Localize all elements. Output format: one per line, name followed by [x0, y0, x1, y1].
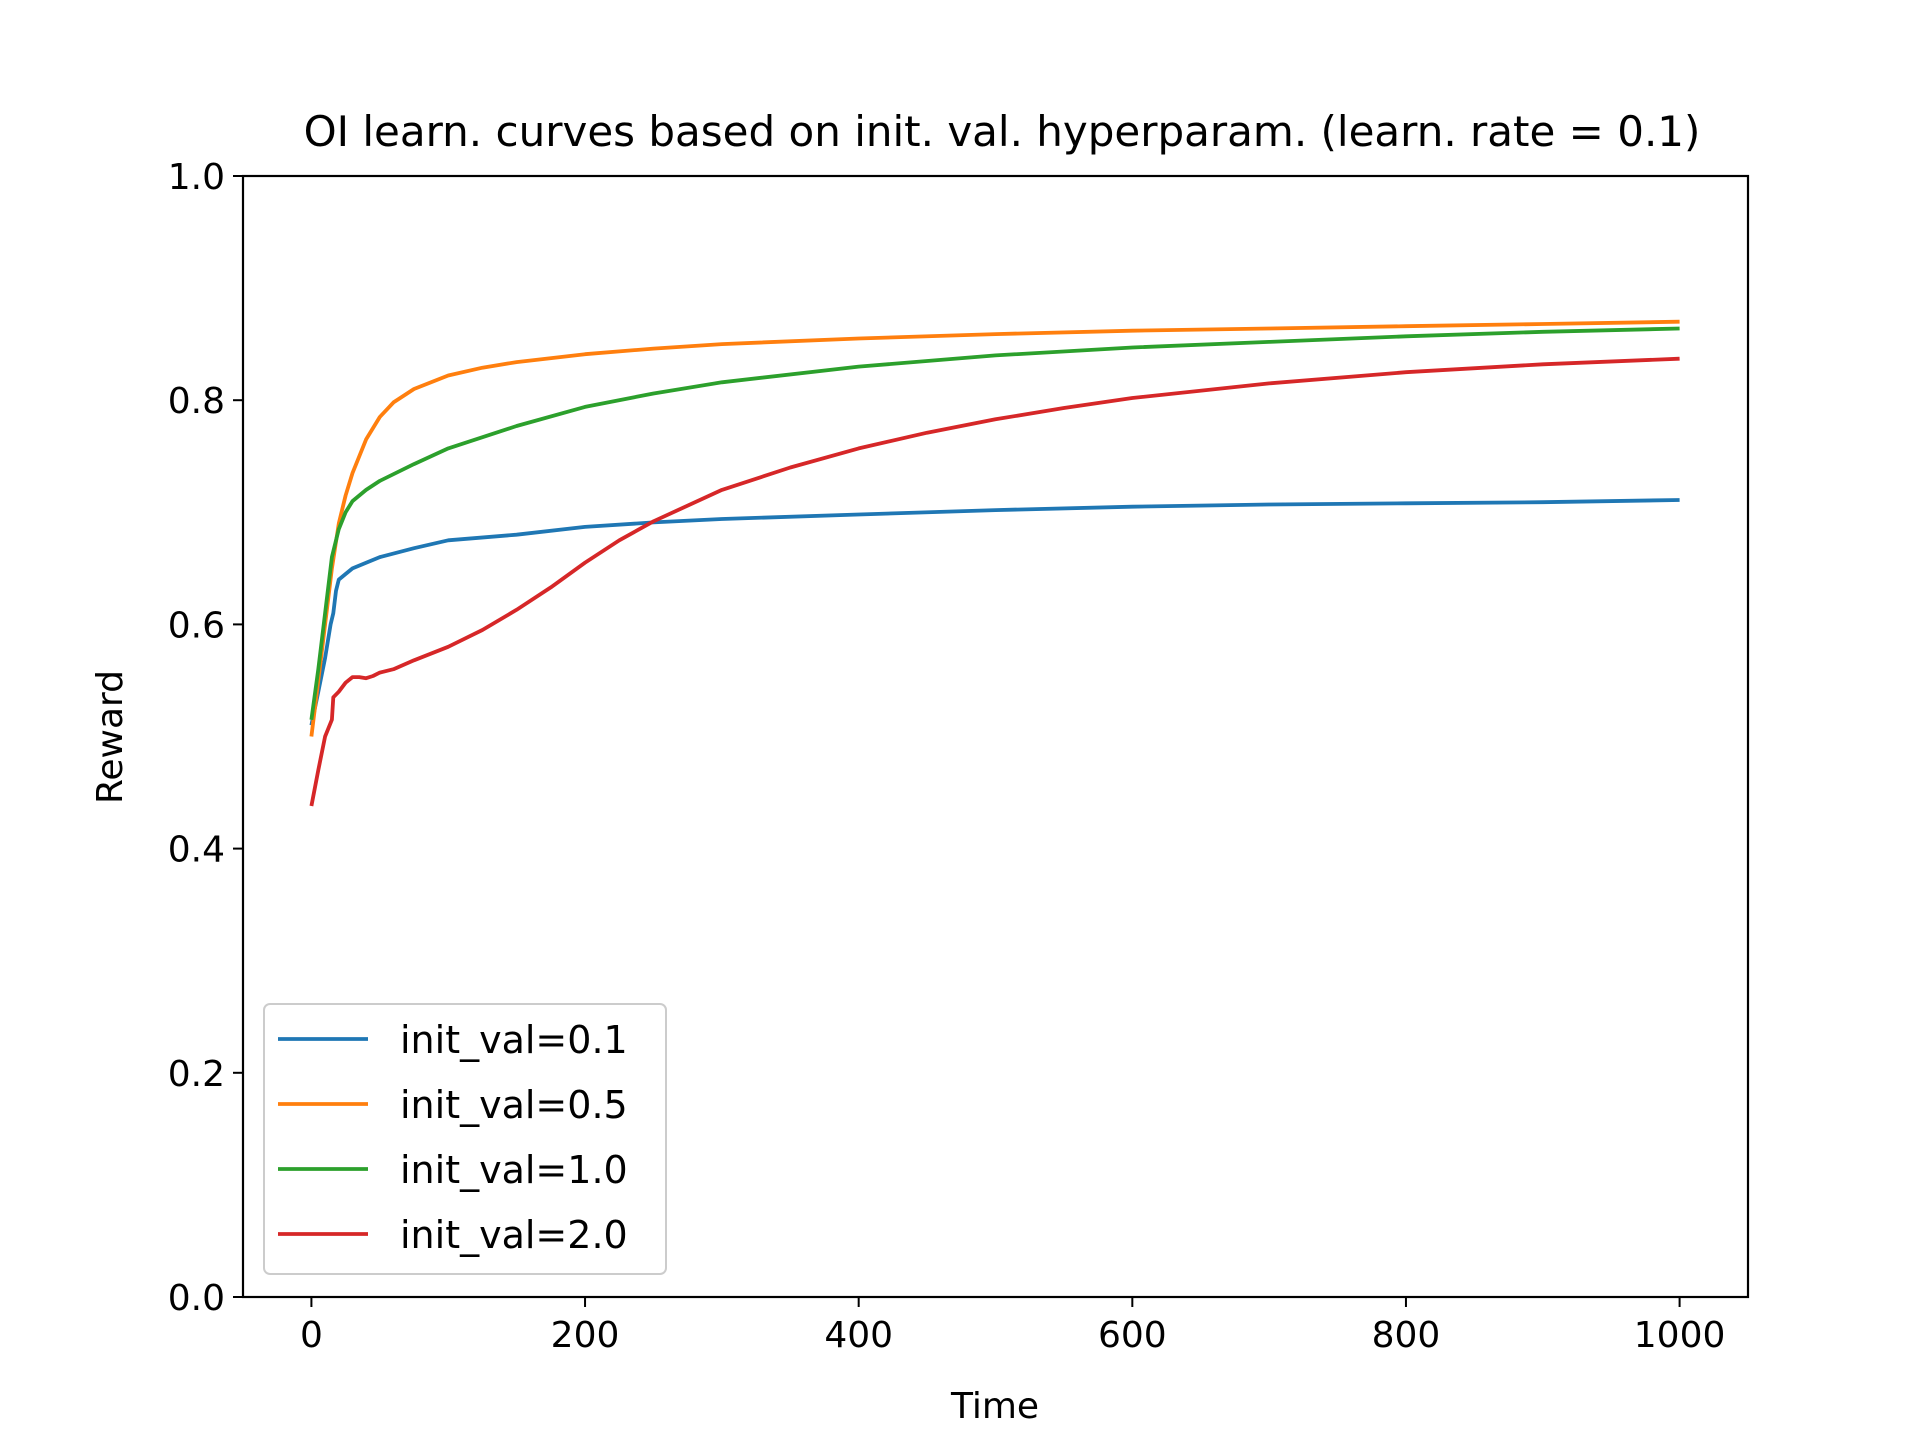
y-tick-label: 0.2 — [168, 1054, 225, 1095]
x-tick-label: 1000 — [1634, 1315, 1726, 1356]
legend-box — [263, 1003, 667, 1275]
y-tick-label: 0.6 — [168, 605, 225, 646]
legend-label: init_val=2.0 — [400, 1213, 628, 1257]
y-tick-label: 0.0 — [168, 1278, 225, 1319]
y-tick-label: 0.4 — [168, 830, 225, 871]
legend-label: init_val=1.0 — [400, 1148, 628, 1192]
chart-title: OI learn. curves based on init. val. hyp… — [304, 107, 1701, 156]
legend: init_val=0.1 init_val=0.5 init_val=1.0init… — [263, 1003, 667, 1275]
x-axis-ticks: 0 200 400 600 800 1000 — [300, 1297, 1725, 1356]
x-axis-label: Time — [950, 1386, 1039, 1427]
series-line-3 — [309, 326, 1680, 720]
x-tick-label: 0 — [300, 1315, 323, 1356]
x-tick-label: 800 — [1372, 1315, 1441, 1356]
y-tick-label: 1.0 — [168, 157, 225, 198]
plot-area-frame — [241, 174, 1750, 1299]
y-axis-ticks: 0.0 0.2 0.4 0.6 0.8 1.0 — [168, 157, 243, 1319]
series-line-4 — [309, 356, 1680, 807]
x-tick-label: 200 — [551, 1315, 620, 1356]
legend-label: init_val=0.5 — [400, 1083, 628, 1127]
legend-label: init_val=0.1 — [400, 1018, 628, 1062]
x-tick-label: 400 — [824, 1315, 893, 1356]
series-lines — [309, 319, 1680, 807]
y-axis-label: Reward — [90, 670, 131, 804]
x-tick-label: 600 — [1098, 1315, 1167, 1356]
series-line-1 — [309, 498, 1680, 726]
y-tick-label: 0.8 — [168, 381, 225, 422]
